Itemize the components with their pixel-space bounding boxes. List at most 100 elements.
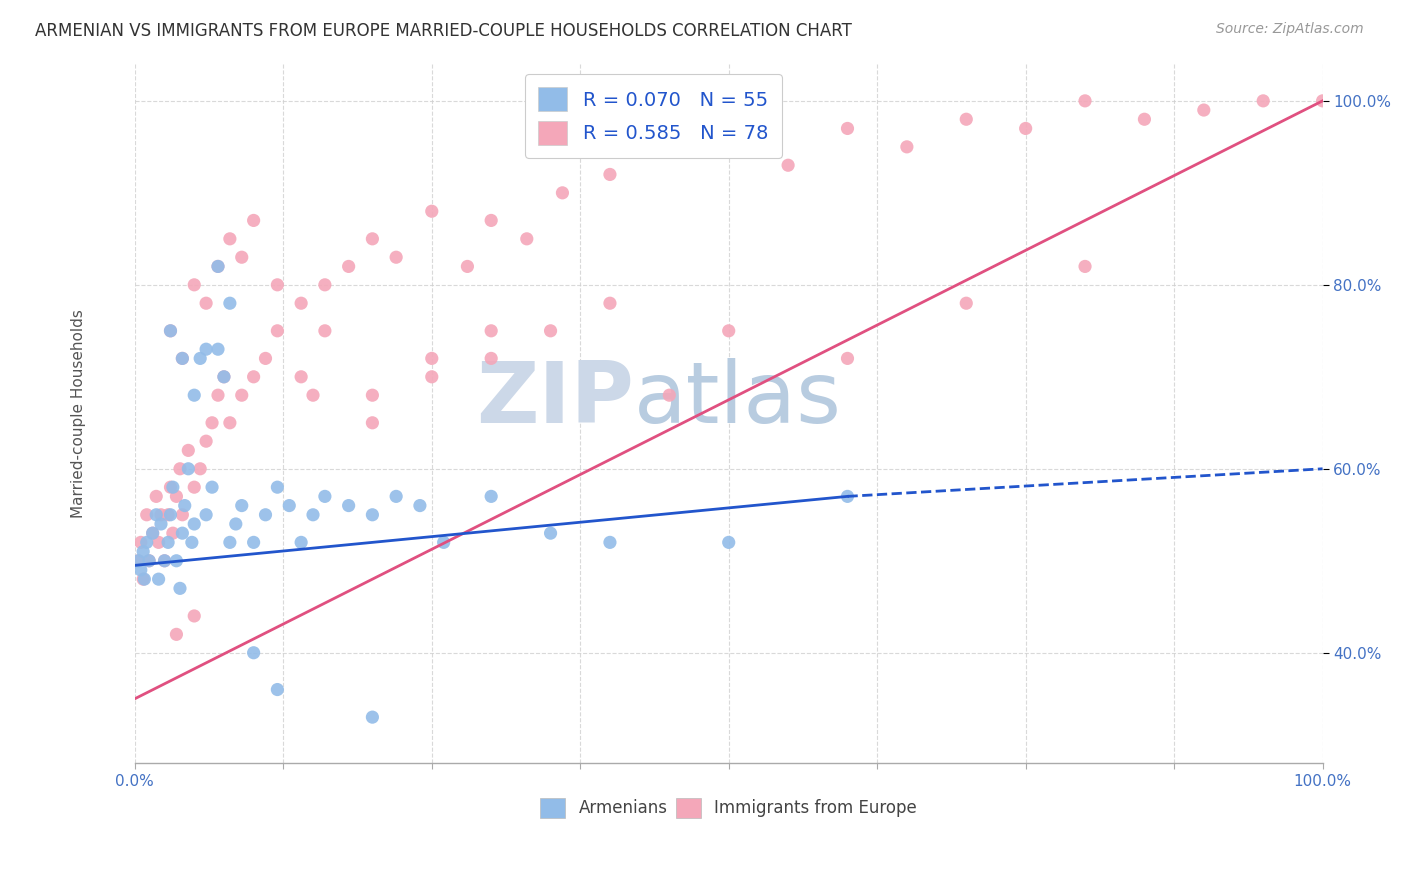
- Point: [218, 535, 240, 549]
- Point: [231, 250, 253, 264]
- Point: [129, 535, 152, 549]
- Point: [290, 296, 312, 310]
- Point: [1133, 112, 1156, 127]
- Point: [837, 351, 859, 366]
- Point: [837, 121, 859, 136]
- Point: [361, 232, 384, 246]
- Point: [172, 526, 194, 541]
- Point: [165, 554, 187, 568]
- Point: [207, 260, 229, 274]
- Point: [479, 351, 502, 366]
- Point: [479, 324, 502, 338]
- Point: [132, 544, 155, 558]
- Point: [201, 416, 224, 430]
- Point: [278, 499, 301, 513]
- Point: [218, 232, 240, 246]
- Point: [157, 508, 180, 522]
- Point: [183, 277, 205, 292]
- Point: [183, 516, 205, 531]
- Point: [290, 535, 312, 549]
- Point: [135, 535, 157, 549]
- Point: [254, 508, 277, 522]
- Point: [195, 296, 218, 310]
- Point: [599, 296, 621, 310]
- Text: Source: ZipAtlas.com: Source: ZipAtlas.com: [1216, 22, 1364, 37]
- Point: [409, 499, 432, 513]
- Point: [540, 526, 562, 541]
- Point: [195, 508, 218, 522]
- Point: [420, 204, 443, 219]
- Point: [162, 480, 184, 494]
- Point: [207, 260, 229, 274]
- Point: [195, 342, 218, 356]
- Point: [658, 388, 681, 402]
- Point: [142, 526, 165, 541]
- Point: [231, 388, 253, 402]
- Point: [183, 480, 205, 494]
- Point: [420, 351, 443, 366]
- Point: [129, 563, 152, 577]
- Point: [420, 369, 443, 384]
- Point: [314, 489, 336, 503]
- Point: [153, 554, 176, 568]
- Point: [658, 140, 681, 154]
- Y-axis label: Married-couple Households: Married-couple Households: [72, 310, 86, 518]
- Point: [1251, 94, 1274, 108]
- Point: [242, 213, 264, 227]
- Point: [837, 489, 859, 503]
- Point: [173, 499, 195, 513]
- Point: [212, 369, 235, 384]
- Point: [148, 572, 170, 586]
- Point: [165, 489, 187, 503]
- Text: ARMENIAN VS IMMIGRANTS FROM EUROPE MARRIED-COUPLE HOUSEHOLDS CORRELATION CHART: ARMENIAN VS IMMIGRANTS FROM EUROPE MARRI…: [35, 22, 852, 40]
- Point: [180, 535, 202, 549]
- Point: [290, 369, 312, 384]
- Point: [225, 516, 247, 531]
- Point: [207, 388, 229, 402]
- Point: [172, 508, 194, 522]
- Point: [142, 526, 165, 541]
- Point: [433, 535, 456, 549]
- Point: [231, 499, 253, 513]
- Point: [195, 434, 218, 449]
- Point: [188, 351, 211, 366]
- Point: [361, 508, 384, 522]
- Point: [314, 277, 336, 292]
- Point: [479, 489, 502, 503]
- Point: [169, 462, 191, 476]
- Point: [207, 342, 229, 356]
- Point: [145, 489, 167, 503]
- Legend: Armenians, Immigrants from Europe: Armenians, Immigrants from Europe: [534, 791, 924, 825]
- Point: [551, 186, 574, 200]
- Point: [165, 627, 187, 641]
- Point: [132, 572, 155, 586]
- Point: [1192, 103, 1215, 117]
- Point: [183, 609, 205, 624]
- Point: [127, 554, 149, 568]
- Point: [148, 535, 170, 549]
- Point: [162, 526, 184, 541]
- Point: [134, 572, 156, 586]
- Point: [201, 480, 224, 494]
- Point: [1312, 94, 1334, 108]
- Point: [1074, 94, 1097, 108]
- Point: [337, 260, 360, 274]
- Point: [145, 508, 167, 522]
- Point: [302, 508, 325, 522]
- Point: [172, 351, 194, 366]
- Point: [153, 554, 176, 568]
- Point: [717, 535, 740, 549]
- Point: [385, 489, 408, 503]
- Point: [1014, 121, 1036, 136]
- Point: [157, 535, 180, 549]
- Point: [135, 508, 157, 522]
- Point: [717, 324, 740, 338]
- Point: [218, 296, 240, 310]
- Point: [1074, 260, 1097, 274]
- Point: [955, 112, 977, 127]
- Point: [188, 462, 211, 476]
- Point: [183, 388, 205, 402]
- Point: [218, 416, 240, 430]
- Point: [212, 369, 235, 384]
- Text: ZIP: ZIP: [477, 358, 634, 442]
